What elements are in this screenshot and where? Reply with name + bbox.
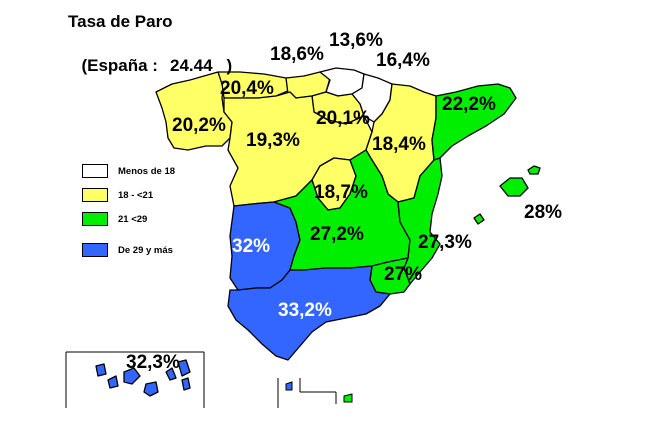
region-baleares-menorca[interactable]	[527, 165, 541, 175]
label-murcia: 27%	[384, 264, 422, 285]
legend-swatch	[82, 212, 108, 226]
label-galicia: 20,2%	[172, 115, 226, 136]
region-canarias-7[interactable]	[181, 377, 191, 391]
label-baleares: 28%	[524, 202, 562, 223]
legend-swatch	[82, 243, 108, 257]
label-la-rioja: 20,1%	[316, 108, 370, 129]
label-madrid: 18,7%	[314, 182, 368, 203]
region-baleares-mallorca[interactable]	[499, 177, 529, 197]
label-aragon: 18,4%	[372, 134, 426, 155]
label-valencia: 27,3%	[418, 232, 472, 253]
region-valencia[interactable]	[397, 157, 443, 285]
label-asturias: 20,4%	[220, 78, 274, 99]
region-canarias-3[interactable]	[123, 367, 141, 385]
spain-rate-value: 24.44	[169, 56, 213, 75]
region-cataluna[interactable]	[431, 83, 517, 161]
canarias-inset	[65, 351, 205, 408]
legend-label: De 29 y más	[118, 244, 173, 256]
legend-item-21-29: 21 <29	[82, 209, 147, 229]
map-title: Tasa de Paro	[68, 12, 173, 31]
ceuta-melilla-inset	[277, 378, 353, 408]
spain-rate-prefix: (España :	[81, 56, 158, 75]
legend-item-29-mas: De 29 y más	[82, 240, 173, 260]
region-andalucia[interactable]	[227, 265, 391, 361]
spain-rate-suffix: )	[226, 56, 233, 75]
label-castilla-leon: 19,3%	[246, 130, 300, 151]
legend-label: Menos de 18	[118, 165, 176, 177]
spain-rate-line: (España : 24.44)	[72, 36, 232, 76]
label-cantabria: 18,6%	[270, 44, 324, 65]
legend-label: 18 - <21	[118, 189, 154, 201]
label-pais-vasco: 13,6%	[329, 30, 383, 51]
legend-item-18-21: 18 - <21	[82, 185, 153, 205]
label-andalucia: 33,2%	[278, 300, 332, 321]
label-cataluna: 22,2%	[442, 94, 496, 115]
legend-swatch	[82, 188, 108, 202]
label-castilla-la-mancha: 27,2%	[310, 224, 364, 245]
region-canarias-4[interactable]	[143, 381, 159, 397]
region-canarias-1[interactable]	[95, 363, 107, 377]
region-canarias-5[interactable]	[165, 367, 177, 381]
label-extremadura: 32%	[232, 236, 270, 257]
legend-item-menos-18: Menos de 18	[82, 161, 175, 181]
legend-label: 21 <29	[118, 213, 148, 225]
label-canarias: 32,3%	[126, 352, 180, 373]
legend-swatch	[82, 164, 108, 178]
region-canarias-2[interactable]	[107, 375, 119, 389]
region-baleares-ibiza[interactable]	[473, 213, 485, 225]
region-canarias-6[interactable]	[177, 359, 191, 377]
label-navarra: 16,4%	[376, 50, 430, 71]
